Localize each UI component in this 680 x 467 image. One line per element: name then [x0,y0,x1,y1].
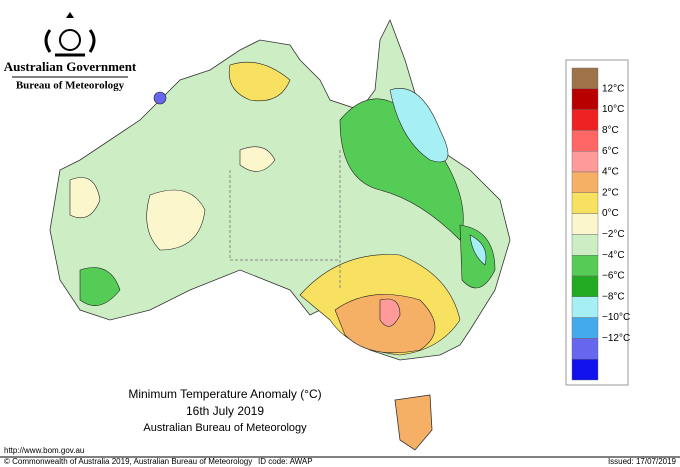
legend-swatch [571,213,599,235]
legend-swatch [571,234,599,256]
map-title: Minimum Temperature Anomaly (°C) [128,387,321,401]
legend: 12°C 10°C 8°C 6°C 4°C 2°C 0°C −2°C −4°C −6°C −8°C −… [571,67,630,381]
legend-swatch [571,67,599,89]
legend-swatch [571,88,599,110]
header-line: Australian Government [4,59,137,74]
legend-label: 10°C [602,104,624,115]
legend-label: −2°C [602,229,625,240]
legend-label: −12°C [602,333,630,344]
footer-copyright: © Commonwealth of Australia 2019, Austra… [4,457,252,466]
legend-swatch [571,359,599,381]
legend-swatch [571,275,599,297]
coat-of-arms [44,12,96,57]
legend-label: 0°C [602,208,619,219]
legend-label: 2°C [602,187,619,198]
footer-issued: Issued: 17/07/2019 [608,457,677,466]
legend-swatch [571,130,599,152]
legend-label: 4°C [602,167,619,178]
legend-swatch [571,296,599,318]
legend-label: −10°C [602,312,630,323]
map-date: 16th July 2019 [186,404,264,418]
legend-label: −8°C [602,291,625,302]
footer-url[interactable]: http://www.bom.gov.au [4,446,84,455]
legend-swatch [571,109,599,131]
legend-swatch [571,317,599,339]
legend-swatch [571,150,599,173]
map-source: Australian Bureau of Meteorology [143,422,307,434]
header-line: Bureau of Meteorology [16,80,125,92]
legend-label: 6°C [602,146,619,157]
map [49,19,511,451]
legend-label: 12°C [602,83,624,94]
footer-id: ID code: AWAP [258,457,313,466]
legend-label: −6°C [602,271,625,282]
legend-label: 8°C [602,125,619,136]
legend-label: −4°C [602,250,625,261]
legend-swatch [571,338,599,360]
legend-swatch [571,192,599,214]
legend-swatch [571,171,599,193]
legend-swatch [571,254,599,277]
